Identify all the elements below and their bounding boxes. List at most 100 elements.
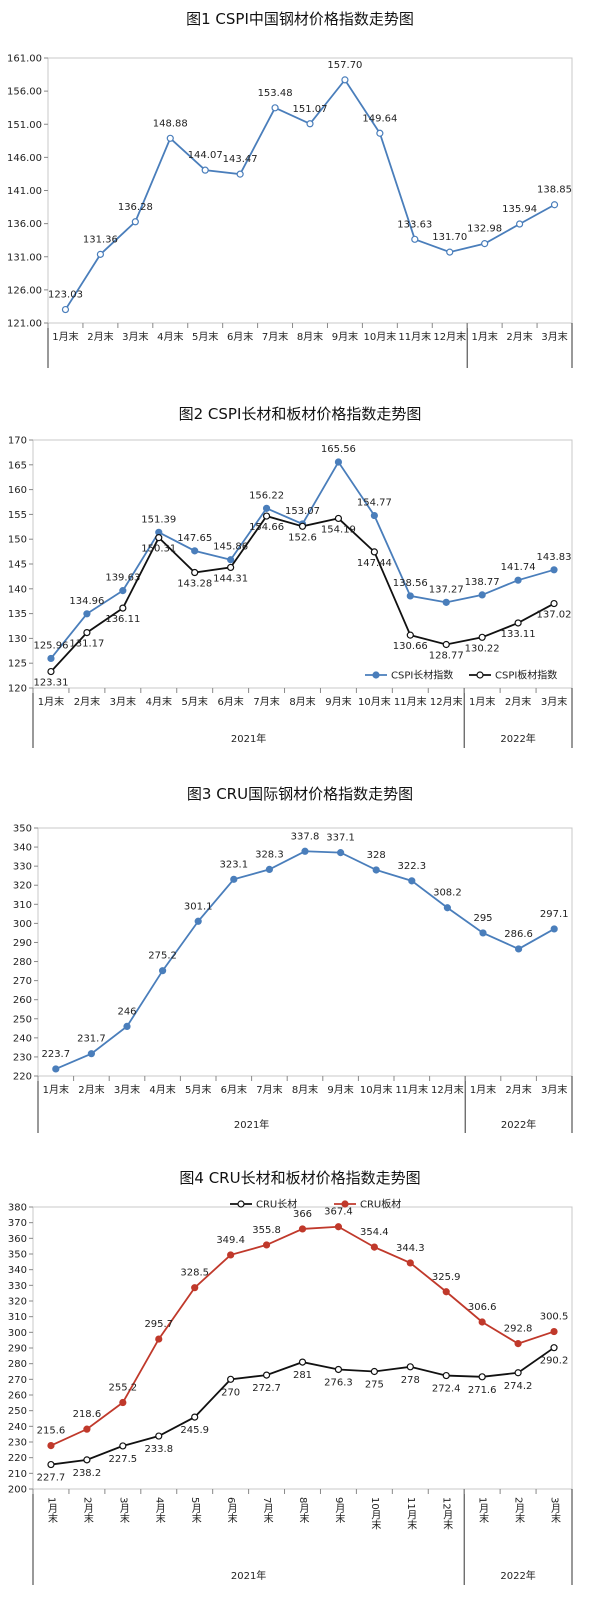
series-2-data-label: 131.17 [69, 639, 104, 650]
x-tick-label: 9月末 [332, 330, 358, 343]
series-1-point [119, 1442, 127, 1450]
series-2-point [298, 1225, 307, 1233]
x-tick-label: 4月末 [153, 1497, 165, 1524]
series-2-data-label: 300.5 [540, 1312, 569, 1323]
series-1-data-label: 297.1 [540, 909, 569, 920]
series-1-point [96, 250, 105, 258]
series-1-data-label: 231.7 [77, 1034, 106, 1045]
series-1-data-label: 227.7 [37, 1473, 66, 1484]
y-tick-label: 350 [8, 1250, 27, 1261]
x-tick-label: 6月末 [221, 1083, 247, 1096]
y-tick-label: 161.00 [7, 54, 42, 65]
x-tick-label: 3月末 [114, 1083, 140, 1096]
legend-swatch-marker [341, 1200, 349, 1208]
x-tick-label: 9月末 [327, 1083, 353, 1096]
y-tick-label: 125 [8, 659, 27, 670]
chart-1-plot: 121.00 126.00 131.00 136.00 141.00 146.00 151.… [7, 54, 573, 368]
series-2-point [227, 563, 235, 572]
series-2-data-label: 143.28 [177, 579, 212, 590]
y-tick-label: 170 [8, 436, 27, 447]
chart-title-2: 图2 CSPI长材和板材价格指数走势图 [178, 405, 422, 423]
series-1-data-label: 238.2 [73, 1468, 102, 1479]
series-1-point [155, 1432, 163, 1440]
series-line-1 [50, 460, 555, 660]
x-tick-label: 12月末 [430, 695, 463, 708]
series-2-point [550, 1327, 558, 1336]
y-tick-label: 165 [8, 460, 27, 471]
series-2-point [191, 1284, 199, 1292]
series-1-point [443, 904, 451, 912]
y-tick-label: 121.00 [7, 319, 42, 330]
y-tick-label: 280 [8, 1359, 27, 1370]
x-tick-label: 11月末 [395, 1083, 428, 1096]
series-2-point [334, 1223, 343, 1231]
y-tick-label: 250 [8, 1406, 27, 1417]
y-tick-label: 230 [8, 1438, 27, 1449]
series-2-point [478, 633, 486, 641]
series-1-data-label: 125.96 [33, 640, 68, 651]
series-1-point [271, 104, 279, 112]
y-tick-label: 290 [13, 938, 32, 949]
legend-label: CRU板材 [360, 1198, 401, 1211]
x-tick-label: 3月末 [541, 1083, 567, 1096]
series-1-point [514, 1369, 522, 1377]
x-tick-label: 1月末 [43, 1083, 69, 1096]
series-1-point [87, 1050, 96, 1058]
chart-title-3: 图3 CRU国际钢材价格指数走势图 [186, 785, 414, 803]
x-tick-label: 5月末 [185, 1083, 211, 1096]
series-1-point [227, 1375, 235, 1383]
series-1-data-label: 138.77 [465, 577, 500, 588]
x-tick-label: 8月末 [289, 695, 315, 708]
series-1-point [119, 587, 127, 595]
x-tick-label: 10月末 [369, 1497, 381, 1531]
series-1-point [334, 1365, 343, 1374]
series-2-data-label: 344.3 [396, 1243, 425, 1254]
series-2-data-label: 128.77 [429, 651, 464, 662]
y-tick-label: 135 [8, 609, 27, 620]
group-label: 2022年 [500, 732, 535, 745]
series-2-point [334, 514, 343, 523]
chart-title-1: 图1 CSPI中国钢材价格指数走势图 [186, 10, 414, 28]
x-tick-label: 7月末 [262, 330, 288, 343]
series-1-point [131, 218, 139, 226]
series-1-data-label: 134.96 [69, 596, 104, 607]
x-tick-label: 3月末 [122, 330, 148, 343]
x-tick-label: 9月末 [333, 1497, 345, 1524]
x-tick-label: 3月末 [541, 695, 567, 708]
series-1-point [479, 929, 487, 937]
y-tick-label: 300 [13, 919, 32, 930]
x-tick-label: 3月末 [541, 330, 567, 343]
series-1-data-label: 141.74 [501, 562, 536, 573]
series-1-point [370, 1367, 378, 1376]
series-2-point [83, 628, 91, 637]
series-2-data-label: 130.22 [465, 643, 500, 654]
x-tick-label: 2月末 [87, 330, 113, 343]
series-1-point [306, 120, 314, 128]
y-tick-label: 270 [8, 1375, 27, 1386]
series-1-data-label: 290.2 [540, 1356, 569, 1367]
legend-label: CSPI板材指数 [495, 669, 557, 682]
x-tick-label: 2月末 [505, 695, 531, 708]
series-1-data-label: 223.7 [41, 1049, 70, 1060]
series-2-data-label: 366 [293, 1209, 312, 1220]
legend-swatch-marker [372, 671, 380, 679]
y-tick-label: 330 [8, 1281, 27, 1292]
series-1-data-label: 322.3 [397, 861, 426, 872]
series-1-point [298, 1358, 307, 1366]
plot-frame [37, 827, 573, 1077]
series-1-point [194, 917, 202, 925]
y-tick-label: 136.00 [7, 219, 42, 230]
series-1-point [341, 76, 349, 84]
series-2-point [83, 1425, 91, 1433]
series-1-data-label: 153.07 [285, 506, 320, 517]
y-tick-label: 160 [8, 485, 27, 496]
y-tick-label: 290 [8, 1344, 27, 1355]
series-2-point [442, 640, 450, 649]
y-tick-label: 370 [8, 1218, 27, 1229]
series-1-point [227, 556, 235, 564]
series-1-point [334, 458, 343, 466]
series-1-data-label: 137.27 [429, 584, 464, 595]
series-1-data-label: 274.2 [504, 1381, 533, 1392]
series-1-point [442, 1371, 450, 1380]
series-1-point [337, 849, 345, 857]
